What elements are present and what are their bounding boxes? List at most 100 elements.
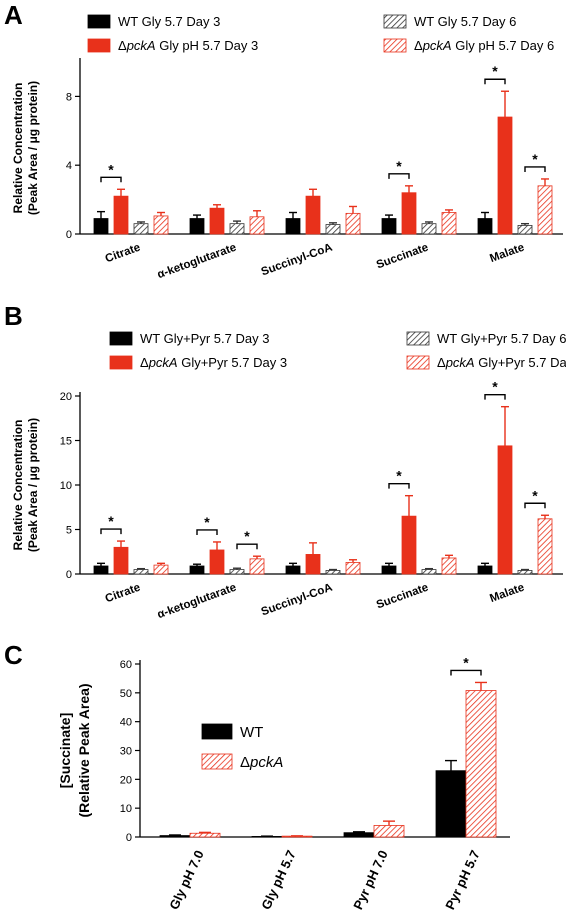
bar-a-4-0 (477, 218, 493, 235)
bracket-line (484, 78, 506, 85)
legend-label: WT Gly 5.7 Day 3 (118, 14, 220, 29)
y-tick-label: 10 (60, 480, 72, 492)
bracket-line (484, 393, 506, 400)
y-axis-label-line1: Relative Concentration (11, 83, 25, 214)
bar-b-1-1 (209, 549, 225, 575)
legend-label: WT (240, 724, 263, 741)
bar-c-2-1 (373, 825, 405, 838)
bar-a-3-3 (441, 212, 457, 235)
legend-swatch (87, 14, 111, 29)
y-axis-label: [Succinate] (Relative Peak Area) (57, 683, 92, 817)
bar-c-0-1 (189, 832, 221, 838)
y-tick-label: 50 (120, 688, 132, 700)
chart-panel-c: [Succinate] (Relative Peak Area) 0 10 20 30 40… (57, 654, 510, 912)
significance-star: * (204, 514, 210, 530)
bar-a-2-0 (285, 218, 301, 235)
bar-a-2-2 (325, 224, 341, 235)
significance-star: * (108, 161, 114, 177)
panel-a-letter: A (4, 0, 23, 30)
legend-swatch (383, 38, 407, 53)
significance-bracket: * (388, 468, 410, 489)
significance-star: * (532, 487, 538, 503)
significance-bracket: * (484, 63, 506, 85)
x-tick-label: Succinate (375, 582, 430, 612)
panel-b-letter: B (4, 301, 23, 331)
y-tick-label: 10 (120, 803, 132, 815)
bar-a-1-0 (189, 218, 205, 235)
x-tick-label: Malate (488, 582, 526, 606)
bar-b-3-1 (401, 515, 417, 575)
x-tick-label: Succinyl-CoA (260, 582, 334, 619)
x-tick-label: Succinate (375, 242, 430, 272)
bar-b-3-0 (381, 565, 397, 575)
y-tick-label: 30 (120, 746, 132, 758)
chart-panel-a: Relative Concentration (Peak Area / μg pr… (11, 14, 563, 281)
bar-b-3-3 (441, 557, 457, 575)
legend-label: ΔpckA Gly+Pyr 5.7 Day 3 (140, 355, 287, 370)
bracket-line (196, 529, 218, 535)
bar-c-3-0 (435, 770, 467, 838)
bar-b-2-3 (345, 562, 361, 575)
y-axis-label-line1: Relative Concentration (11, 420, 25, 551)
bracket-line (450, 669, 482, 676)
bar-a-1-3 (249, 216, 265, 235)
bracket-line (236, 543, 258, 550)
legend-label: WT Gly+Pyr 5.7 Day 6 (437, 331, 566, 346)
bar-b-3-2 (421, 569, 437, 575)
y-tick-label: 60 (120, 659, 132, 671)
significance-star: * (396, 468, 402, 484)
x-tick-label: α-ketoglutarate (156, 582, 238, 622)
bar-a-3-2 (421, 223, 437, 235)
bar-c-1-0 (251, 836, 283, 838)
bar-b-2-2 (325, 570, 341, 575)
y-tick-label: 15 (60, 436, 72, 448)
legend-swatch (109, 355, 133, 370)
bar-c-1-1 (281, 835, 313, 838)
legend-label: ΔpckA Gly+Pyr 5.7 Day 6 (437, 355, 566, 370)
bracket-line (524, 502, 546, 509)
x-tick-label: Citrate (104, 582, 142, 606)
bracket-line (100, 528, 122, 535)
significance-bracket: * (100, 161, 122, 183)
chart-panel-b: Relative Concentration (Peak Area / μg pr… (11, 331, 566, 621)
bar-a-3-0 (381, 218, 397, 235)
bar-a-2-1 (305, 195, 321, 235)
x-tick-label: Succinyl-CoA (260, 242, 334, 279)
significance-star: * (463, 654, 469, 670)
bar-a-1-2 (229, 223, 245, 235)
bar-b-0-1 (113, 546, 129, 575)
y-tick-label: 0 (126, 832, 132, 844)
y-axis-label: Relative Concentration (Peak Area / μg pr… (11, 81, 40, 215)
legend-swatch (109, 331, 133, 346)
bar-b-0-2 (133, 569, 149, 575)
y-tick-label: 40 (120, 717, 132, 729)
x-tick-label: α-ketoglutarate (156, 242, 238, 282)
bar-b-1-2 (229, 569, 245, 575)
bar-a-1-1 (209, 207, 225, 235)
bar-c-3-1 (465, 690, 497, 838)
y-tick-label: 8 (66, 91, 72, 103)
x-tick-label: Pyr pH 5.7 (442, 848, 482, 912)
y-axis-label-line2: (Peak Area / μg protein) (26, 418, 40, 552)
y-tick-label: 0 (66, 229, 72, 241)
legend-swatch (406, 331, 430, 346)
bar-b-0-3 (153, 564, 169, 575)
bracket-line (100, 176, 122, 183)
bar-a-0-1 (113, 195, 129, 235)
bar-b-0-0 (93, 565, 109, 575)
legend-label: WT Gly+Pyr 5.7 Day 3 (140, 331, 269, 346)
bar-a-4-1 (497, 116, 513, 235)
legend-swatch (383, 14, 407, 29)
bar-a-0-2 (133, 223, 149, 235)
x-tick-label: Pyr pH 7.0 (350, 848, 390, 912)
significance-bracket: * (388, 158, 410, 179)
bracket-line (388, 482, 410, 489)
bar-b-1-3 (249, 558, 265, 575)
legend-swatch (201, 723, 233, 740)
bar-b-4-0 (477, 565, 493, 575)
legend-label: WT Gly 5.7 Day 6 (414, 14, 516, 29)
legend-label: ΔpckA Gly pH 5.7 Day 3 (118, 38, 258, 53)
significance-bracket: * (236, 528, 258, 550)
y-tick-label: 20 (120, 774, 132, 786)
